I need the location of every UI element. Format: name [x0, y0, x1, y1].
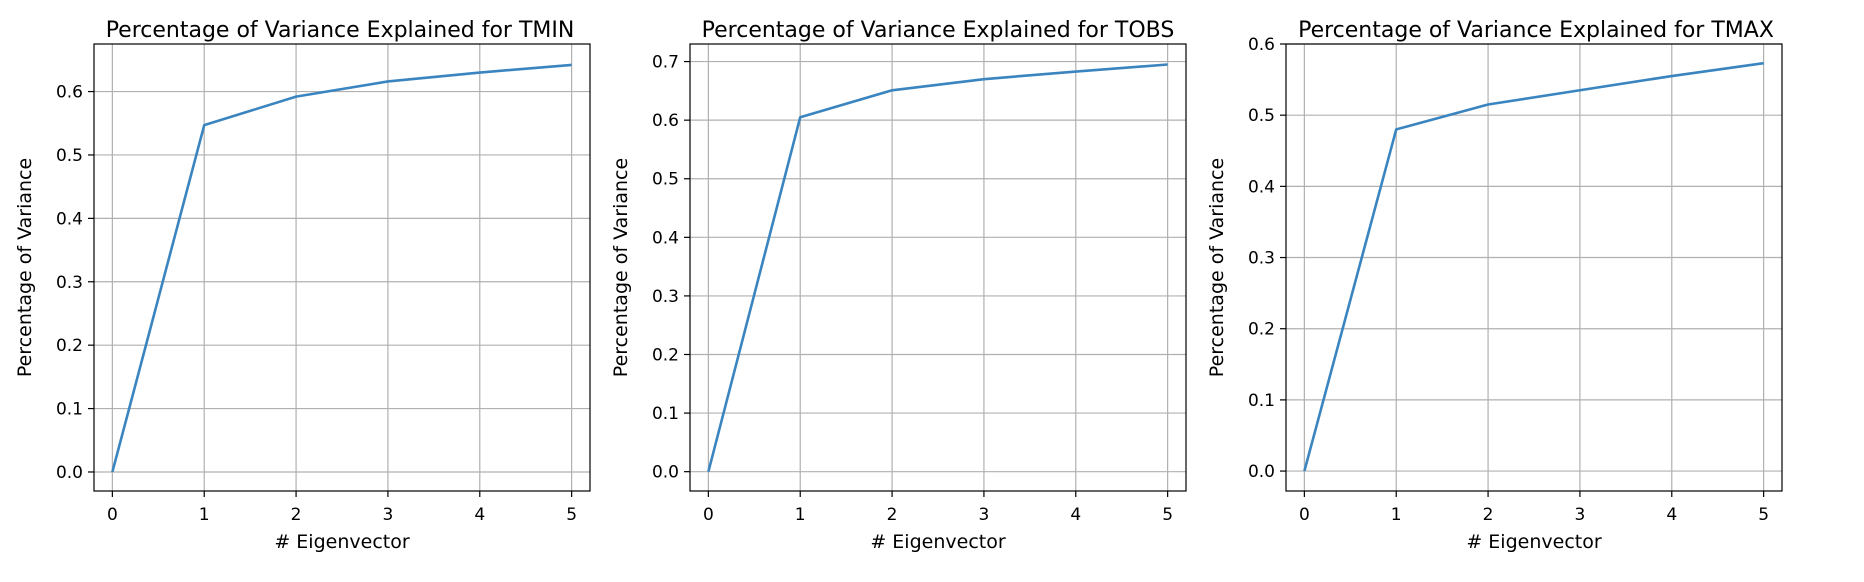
x-tick-label: 4 [474, 505, 485, 525]
chart-title: Percentage of Variance Explained for TMA… [1298, 18, 1774, 43]
x-axis-label: # Eigenvector [1466, 531, 1601, 553]
x-tick-label: 5 [566, 505, 577, 525]
x-tick-label: 4 [1070, 505, 1081, 525]
y-tick-label: 0.1 [652, 404, 679, 424]
y-tick-label: 0.3 [652, 287, 679, 307]
x-tick-label: 0 [703, 505, 714, 525]
y-tick-label: 0.2 [56, 336, 83, 356]
y-tick-label: 0.1 [1248, 391, 1275, 411]
y-tick-label: 0.6 [1248, 35, 1275, 55]
y-axis-label: Percentage of Variance [1206, 158, 1228, 377]
plot-frame [93, 43, 591, 492]
series-line [111, 63, 572, 473]
series-line [707, 63, 1168, 472]
x-tick-label: 0 [107, 505, 118, 525]
y-tick-label: 0.0 [56, 463, 83, 483]
y-tick-label: 0.3 [56, 273, 83, 293]
y-tick-label: 0.5 [56, 146, 83, 166]
y-tick-label: 0.2 [652, 345, 679, 365]
y-tick-label: 0.4 [1248, 177, 1275, 197]
x-tick-label: 5 [1162, 505, 1173, 525]
y-tick-label: 0.0 [1248, 462, 1275, 482]
subplot-1: 0 1 2 3 4 5 0.0 0.1 0.2 0.3 0.4 0.5 0.6 Percentage of… [14, 18, 591, 553]
y-tick-label: 0.5 [652, 170, 679, 190]
x-tick-label: 2 [1483, 505, 1494, 525]
y-tick-label: 0.3 [1248, 249, 1275, 269]
x-tick-label: 3 [1575, 505, 1586, 525]
x-tick-label: 1 [795, 505, 806, 525]
y-tick-label: 0.6 [56, 83, 83, 103]
x-tick-label: 2 [291, 505, 302, 525]
y-tick-label: 0.4 [652, 228, 679, 248]
x-tick-label: 4 [1666, 505, 1677, 525]
chart-title: Percentage of Variance Explained for TOB… [702, 18, 1175, 43]
y-tick-label: 0.7 [652, 53, 679, 73]
subplot-2: 0 1 2 3 4 5 0.0 0.1 0.2 0.3 0.4 0.5 0.6 0.7 Percentage… [610, 18, 1187, 553]
subplot-3: 0 1 2 3 4 5 0.0 0.1 0.2 0.3 0.4 0.5 0.6 Percentage of… [1206, 18, 1783, 553]
x-tick-label: 2 [887, 505, 898, 525]
y-tick-label: 0.6 [652, 111, 679, 131]
y-axis-label: Percentage of Variance [14, 158, 36, 377]
x-tick-label: 1 [1391, 505, 1402, 525]
y-tick-label: 0.5 [1248, 106, 1275, 126]
x-axis-label: # Eigenvector [870, 531, 1005, 553]
plot-frame [689, 43, 1187, 492]
x-tick-label: 0 [1299, 505, 1310, 525]
x-tick-label: 3 [979, 505, 990, 525]
y-tick-label: 0.0 [652, 463, 679, 483]
y-tick-label: 0.2 [1248, 320, 1275, 340]
x-tick-label: 5 [1758, 505, 1769, 525]
series-line [1303, 61, 1764, 472]
x-axis-label: # Eigenvector [274, 531, 409, 553]
plot-frame [1285, 43, 1783, 492]
y-tick-label: 0.4 [56, 209, 83, 229]
chart-title: Percentage of Variance Explained for TMI… [106, 18, 575, 43]
x-tick-label: 1 [199, 505, 210, 525]
y-tick-label: 0.1 [56, 400, 83, 420]
y-axis-label: Percentage of Variance [610, 158, 632, 377]
x-tick-label: 3 [383, 505, 394, 525]
